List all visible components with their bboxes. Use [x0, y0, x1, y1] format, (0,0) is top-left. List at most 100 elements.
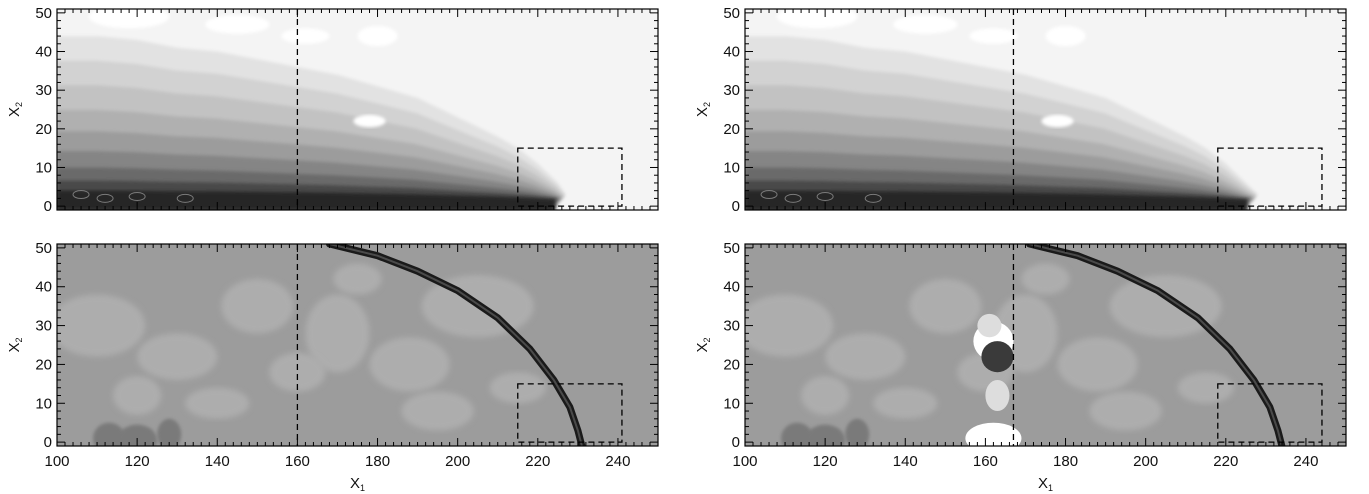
x-tick-label: 140 — [893, 453, 918, 470]
y-tick-label: 40 — [35, 44, 52, 61]
bow-shock-core — [329, 244, 583, 446]
dark-blotch — [93, 422, 126, 446]
plot-area — [745, 9, 1346, 210]
swirl — [864, 193, 882, 203]
x-axis-label: X1 — [1038, 475, 1053, 493]
light-patch — [221, 278, 294, 334]
x-tick-label: 180 — [365, 453, 390, 470]
x-tick-label: 120 — [125, 453, 150, 470]
dark-blotch — [781, 422, 814, 446]
y-tick-label: 40 — [723, 44, 740, 61]
light-patch — [305, 294, 370, 373]
y-tick-label: 0 — [44, 434, 52, 451]
y-tick-label: 10 — [723, 159, 740, 176]
y-tick-label: 30 — [723, 318, 740, 335]
swirl — [760, 190, 778, 200]
contour-band — [57, 190, 559, 210]
y-tick-label: 50 — [35, 240, 52, 257]
light-patch — [1021, 263, 1070, 295]
y-tick-label: 50 — [35, 5, 52, 22]
y-tick-label: 0 — [44, 198, 52, 215]
light-patch — [801, 376, 850, 415]
x-tick-label: 100 — [732, 453, 757, 470]
x-tick-label: 200 — [445, 453, 470, 470]
y-tick-label: 20 — [35, 356, 52, 373]
white-wisp — [1041, 114, 1074, 128]
plot-frame — [744, 8, 1347, 211]
bow-shock-core — [1029, 244, 1283, 446]
x-tick-label: 180 — [1053, 453, 1078, 470]
x-tick-label: 100 — [44, 453, 69, 470]
y-tick-label: 10 — [723, 395, 740, 412]
y-axis-label: X2 — [6, 337, 24, 352]
x-tick-label: 240 — [1293, 453, 1318, 470]
light-patch — [1089, 391, 1162, 431]
light-patch — [825, 333, 906, 380]
light-patch — [57, 294, 146, 357]
x-tick-label: 120 — [813, 453, 838, 470]
light-patch — [745, 294, 834, 357]
plot-area — [57, 9, 658, 210]
y-tick-label: 40 — [35, 279, 52, 296]
y-tick-label: 0 — [732, 434, 740, 451]
y-tick-label: 40 — [723, 279, 740, 296]
light-patch — [909, 278, 982, 334]
swirl — [176, 193, 194, 203]
x-tick-label: 220 — [525, 453, 550, 470]
white-wisp — [777, 9, 858, 29]
panel-bottom-right: 0 10 20 30 40 50 100 120 140 160 180 200 220 240 X1 X2 — [694, 240, 1347, 493]
light-patch — [1057, 337, 1138, 392]
dashed-zoom-box — [1217, 147, 1323, 207]
dark-blotch — [845, 418, 870, 446]
panel-top-left: 0 10 20 30 40 50 X2 — [6, 5, 659, 215]
y-tick-label: 30 — [723, 82, 740, 99]
white-wisp — [353, 114, 386, 128]
plot-area — [745, 244, 1346, 446]
contour-band — [745, 190, 1251, 210]
white-wisp — [357, 26, 398, 47]
plot-frame — [56, 8, 659, 211]
light-patch — [369, 337, 450, 392]
light-patch — [269, 352, 326, 392]
y-tick-label: 10 — [35, 395, 52, 412]
light-patch — [1177, 372, 1234, 404]
dark-blotch — [805, 424, 846, 446]
dashed-zoom-box — [1217, 383, 1323, 443]
swirl — [96, 193, 114, 203]
swirl — [784, 193, 802, 203]
white-wisp — [969, 28, 1018, 44]
disturbance — [985, 379, 1010, 412]
light-patch — [185, 387, 250, 419]
x-tick-label: 220 — [1213, 453, 1238, 470]
light-patch — [873, 387, 938, 419]
y-axis-label: X2 — [6, 102, 24, 117]
x-axis-label: X1 — [350, 475, 365, 493]
disturbance — [981, 341, 1014, 373]
plot-frame — [56, 243, 659, 447]
y-tick-label: 20 — [723, 356, 740, 373]
light-patch — [1109, 275, 1222, 338]
y-tick-label: 30 — [35, 318, 52, 335]
y-axis-label: X2 — [694, 102, 712, 117]
swirl — [816, 191, 834, 201]
y-tick-label: 20 — [723, 121, 740, 138]
light-patch — [113, 376, 162, 415]
white-wisp — [1045, 26, 1086, 47]
swirl — [128, 191, 146, 201]
panel-bottom-left: 0 10 20 30 40 50 100 120 140 160 180 200 220 240 X1 X2 — [6, 240, 659, 493]
light-patch — [401, 391, 474, 431]
white-wisp — [89, 9, 170, 29]
swirl — [72, 190, 90, 200]
y-tick-label: 0 — [732, 198, 740, 215]
y-tick-label: 50 — [723, 240, 740, 257]
x-tick-label: 240 — [605, 453, 630, 470]
y-tick-label: 30 — [35, 82, 52, 99]
y-tick-label: 10 — [35, 159, 52, 176]
plot-area — [57, 244, 658, 446]
y-tick-label: 20 — [35, 121, 52, 138]
y-tick-label: 50 — [723, 5, 740, 22]
y-axis-label: X2 — [694, 337, 712, 352]
dark-blotch — [117, 424, 158, 446]
white-wisp — [281, 28, 330, 44]
